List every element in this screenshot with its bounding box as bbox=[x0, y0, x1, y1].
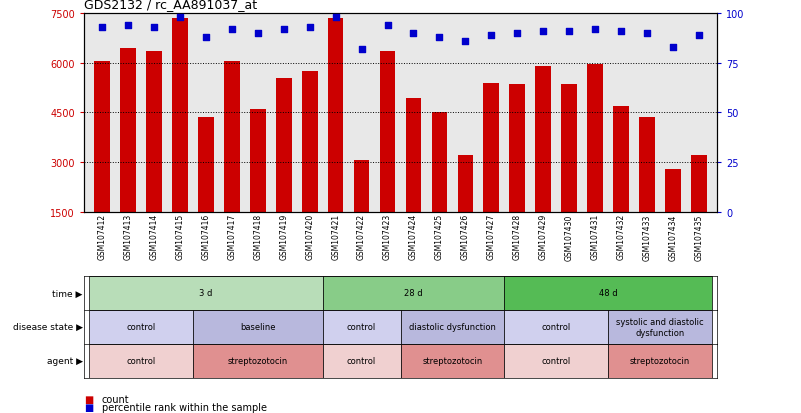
Bar bbox=[172, 19, 188, 212]
Bar bbox=[354, 161, 369, 212]
Bar bbox=[89, 276, 323, 310]
Bar bbox=[405, 98, 421, 212]
Text: count: count bbox=[102, 394, 129, 404]
Bar bbox=[535, 67, 551, 212]
Bar bbox=[587, 65, 603, 212]
Text: control: control bbox=[541, 356, 571, 366]
Text: streptozotocin: streptozotocin bbox=[227, 356, 288, 366]
Bar bbox=[509, 85, 525, 212]
Bar bbox=[250, 110, 266, 212]
Bar bbox=[505, 276, 712, 310]
Bar bbox=[89, 310, 193, 344]
Point bbox=[641, 31, 654, 37]
Bar bbox=[328, 19, 344, 212]
Text: agent ▶: agent ▶ bbox=[46, 356, 83, 366]
Point bbox=[511, 31, 524, 37]
Text: 48 d: 48 d bbox=[598, 289, 618, 298]
Bar bbox=[608, 310, 712, 344]
Text: ■: ■ bbox=[84, 394, 94, 404]
Bar bbox=[484, 83, 499, 212]
Bar bbox=[302, 72, 317, 212]
Point bbox=[147, 25, 160, 31]
Bar bbox=[276, 78, 292, 212]
Text: baseline: baseline bbox=[240, 323, 276, 332]
Text: percentile rank within the sample: percentile rank within the sample bbox=[102, 402, 267, 412]
Point bbox=[537, 28, 549, 35]
Point bbox=[666, 45, 679, 51]
Bar bbox=[562, 85, 577, 212]
Point bbox=[226, 26, 239, 33]
Text: 3 d: 3 d bbox=[199, 289, 213, 298]
Point bbox=[277, 26, 290, 33]
Text: ■: ■ bbox=[84, 402, 94, 412]
Text: 28 d: 28 d bbox=[405, 289, 423, 298]
Bar bbox=[608, 344, 712, 378]
Bar bbox=[380, 52, 396, 212]
Point bbox=[329, 15, 342, 21]
Point bbox=[174, 15, 187, 21]
Bar bbox=[691, 156, 706, 212]
Text: streptozotocin: streptozotocin bbox=[630, 356, 690, 366]
Point bbox=[96, 25, 109, 31]
Point bbox=[589, 26, 602, 33]
Text: streptozotocin: streptozotocin bbox=[422, 356, 482, 366]
Point bbox=[304, 25, 316, 31]
Bar bbox=[432, 113, 447, 212]
Text: control: control bbox=[541, 323, 571, 332]
Text: GDS2132 / rc_AA891037_at: GDS2132 / rc_AA891037_at bbox=[84, 0, 257, 12]
Bar bbox=[120, 49, 136, 212]
Bar bbox=[665, 169, 681, 212]
Text: control: control bbox=[347, 323, 376, 332]
Bar bbox=[323, 276, 505, 310]
Bar bbox=[457, 156, 473, 212]
Text: systolic and diastolic
dysfunction: systolic and diastolic dysfunction bbox=[616, 318, 703, 337]
Bar bbox=[505, 310, 608, 344]
Bar bbox=[323, 310, 400, 344]
Bar bbox=[639, 118, 654, 212]
Bar bbox=[147, 52, 162, 212]
Point bbox=[381, 23, 394, 29]
Text: control: control bbox=[347, 356, 376, 366]
Point bbox=[562, 28, 575, 35]
Bar bbox=[193, 310, 323, 344]
Point bbox=[355, 46, 368, 53]
Bar bbox=[224, 62, 239, 212]
Bar bbox=[89, 344, 193, 378]
Text: diastolic dysfunction: diastolic dysfunction bbox=[409, 323, 496, 332]
Point bbox=[614, 28, 627, 35]
Bar bbox=[400, 344, 505, 378]
Bar bbox=[323, 344, 400, 378]
Point bbox=[252, 31, 264, 37]
Bar bbox=[193, 344, 323, 378]
Bar bbox=[198, 118, 214, 212]
Point bbox=[199, 35, 212, 41]
Point bbox=[433, 35, 446, 41]
Text: control: control bbox=[127, 323, 155, 332]
Point bbox=[459, 38, 472, 45]
Point bbox=[122, 23, 135, 29]
Point bbox=[692, 33, 705, 39]
Bar bbox=[400, 310, 505, 344]
Bar bbox=[505, 344, 608, 378]
Point bbox=[407, 31, 420, 37]
Text: disease state ▶: disease state ▶ bbox=[13, 323, 83, 332]
Text: time ▶: time ▶ bbox=[52, 289, 83, 298]
Text: control: control bbox=[127, 356, 155, 366]
Bar bbox=[95, 62, 110, 212]
Bar bbox=[613, 107, 629, 212]
Point bbox=[485, 33, 497, 39]
